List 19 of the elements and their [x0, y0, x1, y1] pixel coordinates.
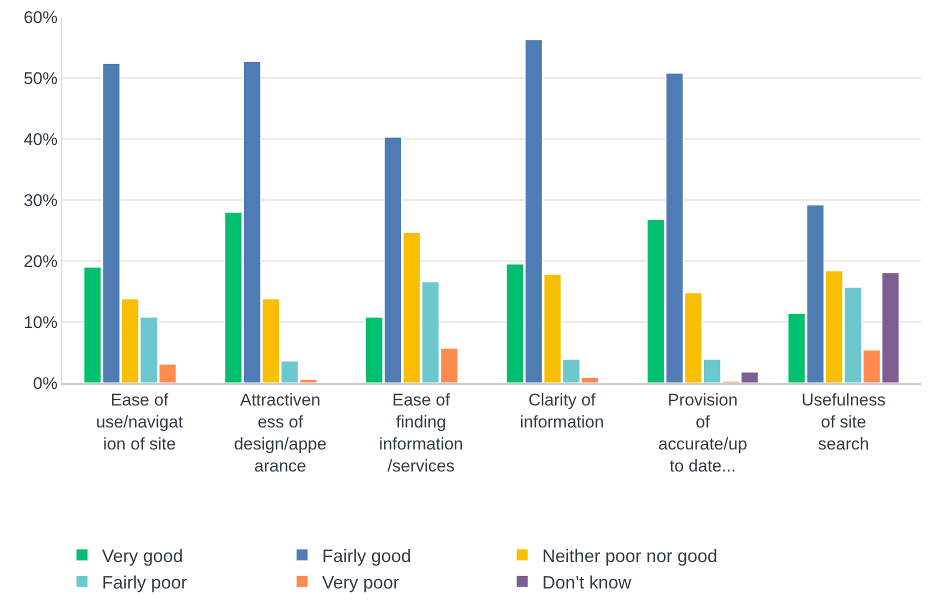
y-tick-label: 50%	[24, 68, 58, 88]
legend-label: Very good	[102, 546, 184, 566]
y-tick-label: 0%	[33, 374, 58, 393]
y-tick-label: 60%	[24, 8, 58, 27]
legend-label: Very poor	[322, 572, 400, 592]
x-tick-label: Ease of use/navigation of site	[96, 390, 184, 454]
legend-label: Neither poor nor good	[542, 546, 718, 566]
y-tick-label: 10%	[24, 312, 58, 332]
legend-label: Don’t know	[542, 572, 632, 592]
x-tick-label: Usefulness of site search	[801, 390, 886, 454]
x-tick-label: Ease of finding information/services	[379, 390, 464, 476]
x-tick-label: Attractiveness of design/appearance	[234, 390, 327, 476]
y-tick-label: 20%	[24, 252, 58, 271]
x-tick-label: Provision of accurate/up to date...	[658, 390, 748, 476]
y-tick-label: 30%	[24, 190, 58, 210]
x-tick-label: Clarity of information	[520, 390, 604, 432]
legend-label: Fairly poor	[102, 572, 188, 592]
legend-label: Fairly good	[322, 546, 412, 566]
y-tick-label: 40%	[24, 130, 58, 149]
